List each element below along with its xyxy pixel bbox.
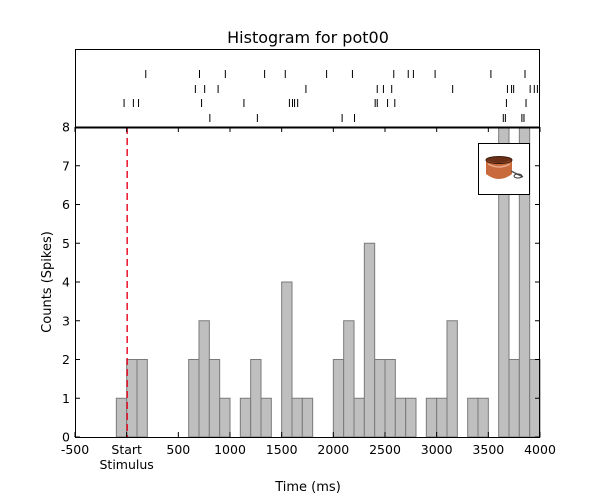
histogram-bar [239,397,252,438]
histogram-bar [425,397,438,438]
histogram-bar [405,397,417,438]
histogram-bar [281,281,293,438]
histogram-bar [291,397,303,438]
histogram-bar [198,320,210,438]
x-tick-label: 2500 [369,442,401,457]
x-tick-label: 3500 [472,442,504,457]
histogram-bar [363,242,376,438]
histogram-bar [374,359,386,438]
histogram-bar [384,359,396,438]
y-tick-label: 6 [62,197,70,212]
y-tick-label: 7 [62,158,70,173]
x-tick-label: 500 [166,442,190,457]
histogram-bar [477,397,489,438]
y-axis-ticks: 0 1 2 3 4 5 6 7 8 [62,120,540,445]
histogram-bar [301,397,314,438]
x-tick-label: -500 [61,442,89,457]
histogram-bar [126,359,138,438]
histogram-bar [353,397,365,438]
histogram-bar [250,359,262,438]
histogram-bars [115,126,541,438]
x-tick-label: 4000 [524,442,556,457]
histogram-bar [260,397,272,438]
y-tick-label: 1 [62,391,70,406]
x-tick-label: Start [111,442,142,457]
histogram-bar [332,359,345,438]
y-tick-label: 0 [62,430,70,445]
y-tick-label: 8 [62,120,70,135]
histogram-bar [136,359,148,438]
histogram-bar [467,397,479,438]
histogram-bar [115,397,128,438]
histogram-bar [394,397,407,438]
y-axis-title: Counts (Spikes) [40,231,55,333]
x-tick-label: 1000 [214,442,246,457]
x-axis-title: Time (ms) [274,480,341,495]
histogram-bar [188,359,200,438]
histogram-bar [219,397,231,438]
x-axis-ticks: -500 Start 500 1000 1500 2000 2500 3000 3500 4000 [61,127,556,457]
x-tick-label: 1500 [266,442,298,457]
histogram-bar [436,397,448,438]
y-tick-label: 5 [62,236,70,251]
x-tick-label: 2000 [317,442,349,457]
y-tick-label: 2 [62,352,70,367]
raster-panel-frame [75,49,540,128]
histogram-bar [343,320,355,438]
raster-panel [123,70,538,122]
histogram-bar [446,320,458,438]
y-tick-label: 3 [62,313,70,328]
stimulus-label: Stimulus [100,457,154,472]
chart-title: Histogram for pot00 [227,28,389,47]
histogram-bar [508,359,520,438]
copper-pot-icon [478,143,530,195]
histogram-bar [208,359,221,438]
y-tick-label: 4 [62,275,70,290]
x-tick-label: 3000 [421,442,453,457]
